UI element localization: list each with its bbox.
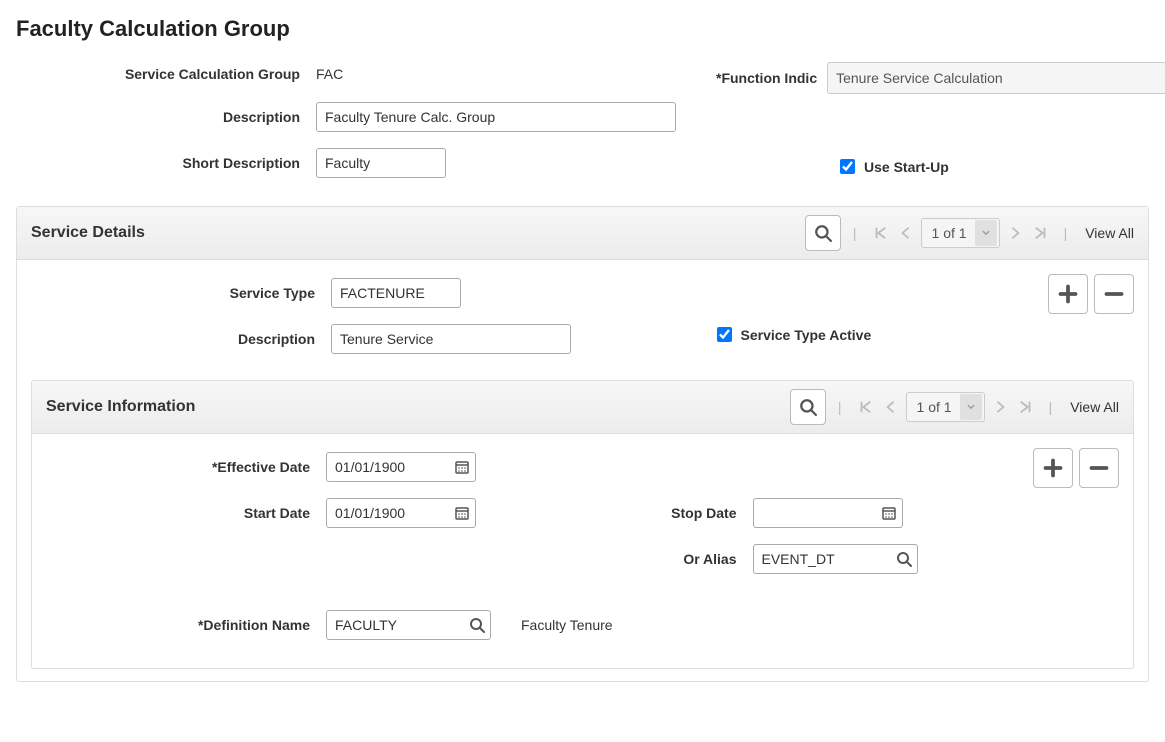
description-input[interactable] xyxy=(316,102,676,132)
delete-row-button[interactable] xyxy=(1094,274,1134,314)
calendar-icon[interactable] xyxy=(881,505,897,521)
stop-date-label: Stop Date xyxy=(593,505,753,521)
calendar-icon[interactable] xyxy=(454,459,470,475)
separator: | xyxy=(830,399,850,415)
last-page-button[interactable] xyxy=(1015,400,1037,414)
service-type-label: Service Type xyxy=(31,285,331,301)
service-type-active-label: Service Type Active xyxy=(741,327,872,343)
search-button[interactable] xyxy=(805,215,841,251)
definition-name-label: *Definition Name xyxy=(46,617,326,633)
effective-date-label: *Effective Date xyxy=(46,459,326,475)
description-label: Description xyxy=(16,109,316,125)
use-startup-label: Use Start-Up xyxy=(864,159,949,175)
prev-page-button[interactable] xyxy=(880,400,902,414)
short-description-input[interactable] xyxy=(316,148,446,178)
separator: | xyxy=(1041,399,1061,415)
page-title: Faculty Calculation Group xyxy=(16,16,1149,42)
view-all-link[interactable]: View All xyxy=(1079,225,1134,241)
start-date-label: Start Date xyxy=(46,505,326,521)
service-calc-group-label: Service Calculation Group xyxy=(16,66,316,82)
service-details-panel: Service Details | 1 of 1 | View All Serv… xyxy=(16,206,1149,682)
calendar-icon[interactable] xyxy=(454,505,470,521)
prev-page-button[interactable] xyxy=(895,226,917,240)
last-page-button[interactable] xyxy=(1030,226,1052,240)
add-row-button[interactable] xyxy=(1033,448,1073,488)
search-icon[interactable] xyxy=(469,617,485,633)
chevron-down-icon xyxy=(975,220,997,246)
view-all-link[interactable]: View All xyxy=(1064,399,1119,415)
next-page-button[interactable] xyxy=(1004,226,1026,240)
next-page-button[interactable] xyxy=(989,400,1011,414)
sd-description-input[interactable] xyxy=(331,324,571,354)
search-icon[interactable] xyxy=(896,551,912,567)
definition-name-description: Faculty Tenure xyxy=(521,617,613,633)
service-details-title: Service Details xyxy=(31,224,145,242)
function-indic-select[interactable]: Tenure Service Calculation xyxy=(827,62,1165,94)
function-indic-label: *Function Indic xyxy=(716,70,827,86)
separator: | xyxy=(845,225,865,241)
page-counter-text: 1 of 1 xyxy=(917,399,952,415)
sd-description-label: Description xyxy=(31,331,331,347)
page-counter[interactable]: 1 of 1 xyxy=(921,218,1000,248)
separator: | xyxy=(1056,225,1076,241)
service-type-input[interactable] xyxy=(331,278,461,308)
definition-name-input[interactable] xyxy=(326,610,491,640)
search-button[interactable] xyxy=(790,389,826,425)
first-page-button[interactable] xyxy=(869,226,891,240)
delete-row-button[interactable] xyxy=(1079,448,1119,488)
use-startup-checkbox[interactable] xyxy=(840,159,855,174)
chevron-down-icon xyxy=(960,394,982,420)
or-alias-input[interactable] xyxy=(753,544,918,574)
page-counter-text: 1 of 1 xyxy=(932,225,967,241)
service-calc-group-value: FAC xyxy=(316,62,343,86)
service-type-active-checkbox[interactable] xyxy=(717,327,732,342)
first-page-button[interactable] xyxy=(854,400,876,414)
header-section: Service Calculation Group FAC Descriptio… xyxy=(16,62,1149,194)
or-alias-label: Or Alias xyxy=(593,551,753,567)
short-description-label: Short Description xyxy=(16,155,316,171)
service-information-panel: Service Information | 1 of 1 | View All xyxy=(31,380,1134,669)
page-counter[interactable]: 1 of 1 xyxy=(906,392,985,422)
add-row-button[interactable] xyxy=(1048,274,1088,314)
service-information-title: Service Information xyxy=(46,398,195,416)
